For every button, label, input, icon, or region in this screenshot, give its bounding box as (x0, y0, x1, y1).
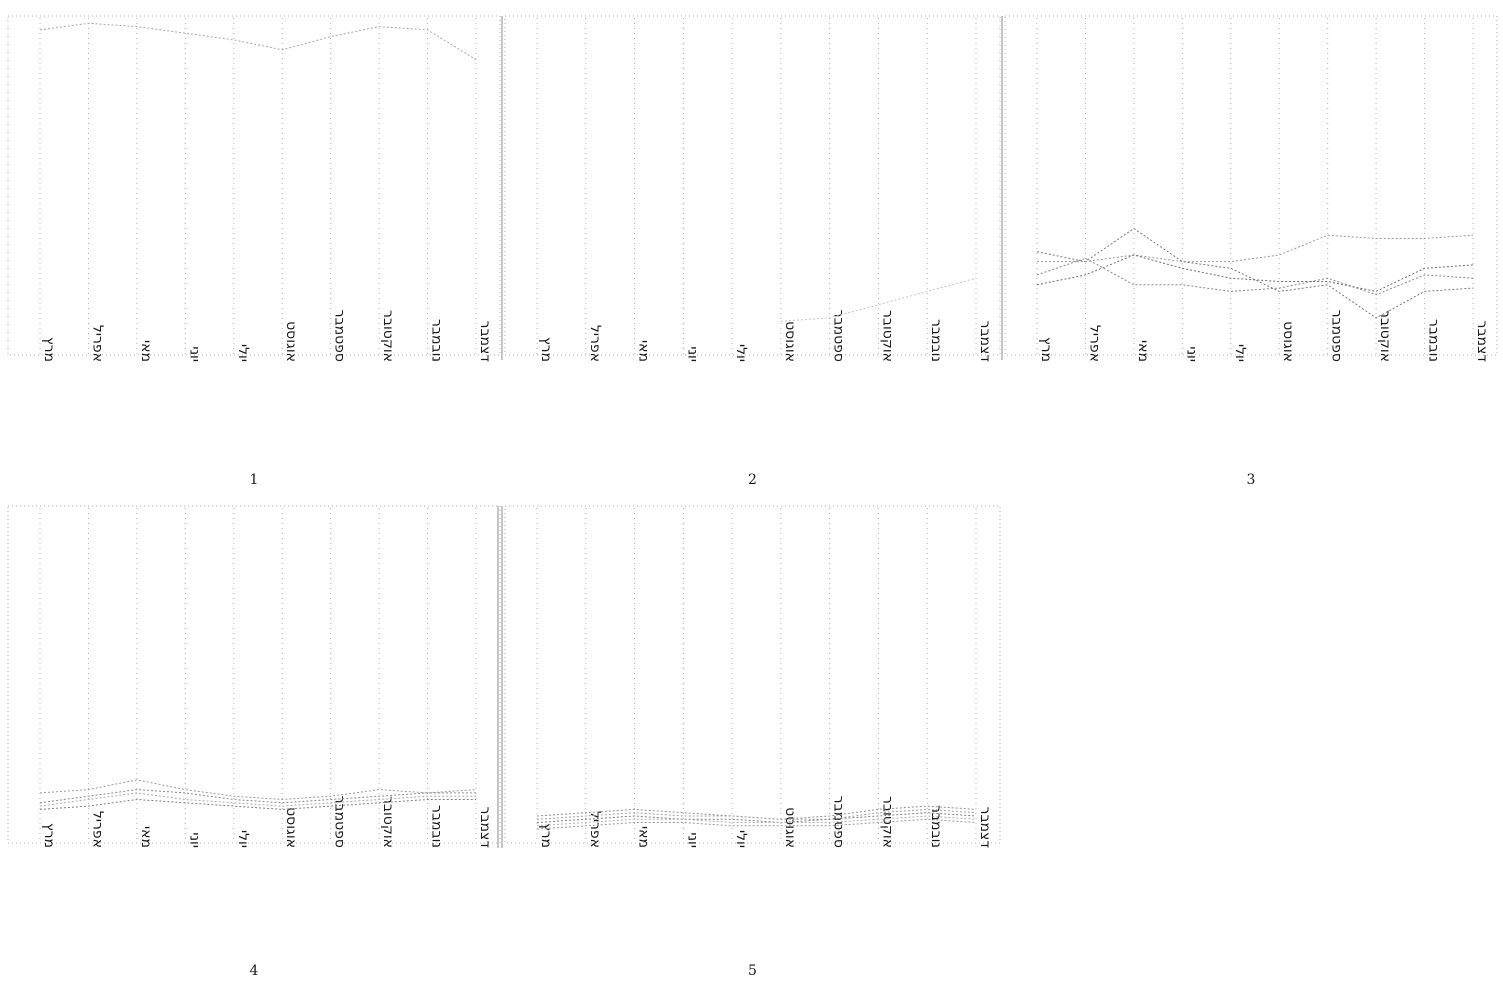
series-line-4 (39, 798, 476, 810)
x-tick-label: אוקטובר (380, 796, 396, 848)
x-tick-label: מרץ (538, 823, 554, 848)
series-line-2 (536, 808, 977, 820)
series-line-2 (1037, 234, 1474, 263)
x-tick-label: אפריל (587, 325, 603, 362)
series-line-1 (39, 779, 477, 801)
x-tick-label: מאי (636, 826, 652, 848)
chart-panel-4: מרץ אפריל מאי יוני יולי אוגוסט ספטמבר אוקטובר נו… (7, 505, 501, 979)
x-tick-label: ספטמבר (332, 310, 348, 362)
series-line-3 (1036, 257, 1474, 296)
x-tick-label: אוקטובר (879, 310, 895, 362)
x-tick-label: נובמבר (928, 805, 944, 848)
x-tick-label: דצמבר (977, 807, 993, 849)
x-tick-label: יוני (1183, 346, 1199, 362)
x-tick-label: יולי (235, 830, 251, 848)
series-line-5 (536, 818, 977, 830)
x-tick-label: אוגוסט (283, 321, 299, 362)
panel-number: 4 (250, 963, 259, 979)
x-tick-label: אפריל (587, 811, 603, 848)
plot-frame (504, 15, 1001, 356)
x-tick-label: אפריל (89, 811, 105, 848)
x-tick-label: יולי (1232, 344, 1248, 362)
chart-panel-3: מרץ אפריל מאי יוני יולי אוגוסט ספטמבר אוקטובר נו… (1004, 15, 1498, 488)
x-tick-label: דצמבר (1474, 321, 1490, 363)
x-tick-label: אפריל (89, 325, 105, 362)
x-tick-label: יוני (186, 346, 202, 362)
x-tick-label: אוקטובר (380, 310, 396, 362)
series-line-3 (39, 792, 476, 807)
x-tick-label: ספטמבר (332, 796, 348, 848)
series-line-1 (536, 805, 977, 820)
x-tick-label: דצמבר (477, 807, 493, 849)
chart-panel-5: מרץ אפריל מאי יוני יולי אוגוסט ספטמבר אוקטובר נו… (504, 505, 1001, 979)
series-line-1 (1036, 227, 1474, 319)
plot-frame (504, 505, 1001, 844)
series-line-3 (536, 812, 977, 824)
series-line-1 (780, 277, 977, 322)
x-tick-label: מאי (138, 340, 154, 362)
panel-number: 5 (748, 963, 757, 979)
x-tick-label: מאי (1135, 340, 1151, 362)
x-tick-label: מרץ (41, 337, 57, 362)
x-tick-label: אוגוסט (283, 807, 299, 848)
series-line-4 (536, 815, 977, 827)
x-tick-label: דצמבר (477, 321, 493, 363)
x-tick-label: נובמבר (429, 805, 445, 848)
x-tick-label: ספטמבר (831, 796, 847, 848)
x-tick-label: נובמבר (429, 319, 445, 362)
x-tick-label: אוקטובר (879, 796, 895, 848)
chart-panel-1: מרץ אפריל מאי יוני יולי אוגוסט ספטמבר אוקטובר נו… (7, 15, 501, 488)
x-tick-label: אוגוסט (782, 807, 798, 848)
x-tick-label: יולי (733, 830, 749, 848)
panel-number: 1 (250, 472, 259, 488)
x-tick-label: אפריל (1086, 325, 1102, 362)
x-tick-label: מרץ (538, 337, 554, 362)
plot-frame (7, 505, 501, 844)
plot-frame (1004, 15, 1498, 356)
x-tick-label: אוגוסט (782, 321, 798, 362)
chart-panel-2: מרץ אפריל מאי יוני יולי אוגוסט ספטמבר אוקטובר נו… (504, 15, 1001, 488)
x-tick-label: מאי (138, 826, 154, 848)
x-tick-label: יולי (733, 344, 749, 362)
x-tick-label: מאי (636, 340, 652, 362)
x-tick-label: דצמבר (977, 321, 993, 363)
panel-number: 3 (1247, 472, 1256, 488)
x-tick-label: נובמבר (1426, 319, 1442, 362)
x-tick-label: ספטמבר (831, 310, 847, 362)
x-tick-label: יוני (186, 832, 202, 848)
series-line-4 (1036, 254, 1474, 292)
x-tick-label: נובמבר (928, 319, 944, 362)
x-tick-label: מרץ (41, 823, 57, 848)
x-tick-label: ספטמבר (1329, 310, 1345, 362)
x-tick-label: אוקטובר (1377, 310, 1393, 362)
x-tick-label: מרץ (1038, 337, 1054, 362)
plot-frame (7, 15, 501, 356)
x-tick-label: אוגוסט (1280, 321, 1296, 362)
panel-number: 2 (748, 472, 757, 488)
series-line-1 (39, 22, 477, 61)
x-tick-label: יוני (684, 832, 700, 848)
x-tick-label: יולי (235, 344, 251, 362)
x-tick-label: יוני (684, 346, 700, 362)
series-line-2 (39, 789, 476, 804)
